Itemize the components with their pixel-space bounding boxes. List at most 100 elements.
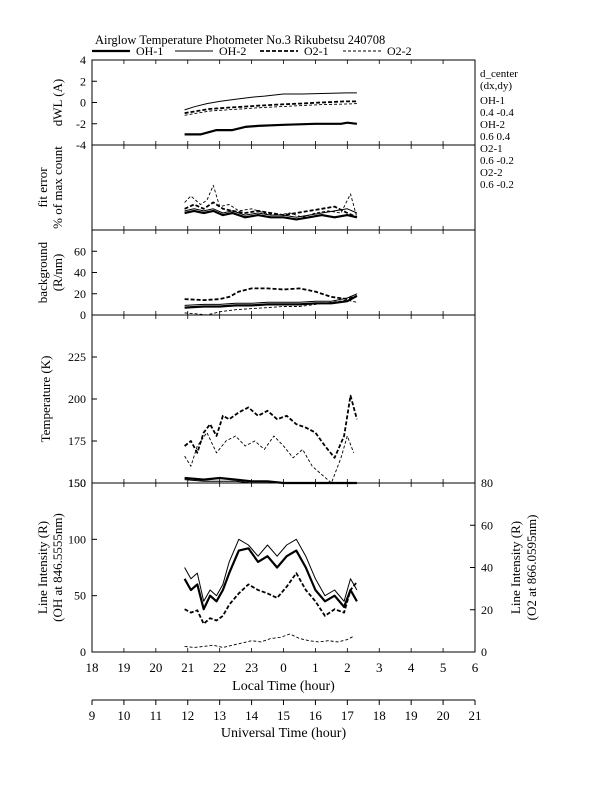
local-time-tick-label: 1 bbox=[312, 660, 319, 675]
series-fit-oh-1 bbox=[184, 209, 358, 221]
universal-time-axis-label: Universal Time (hour) bbox=[221, 726, 347, 741]
ytick-label-bg: 40 bbox=[74, 266, 86, 280]
series-temp-o2-1 bbox=[184, 394, 358, 459]
side-note-value: 0.6 -0.2 bbox=[480, 179, 514, 191]
ylabel2-fit: % of max count bbox=[50, 146, 65, 229]
panel-fit: fit error% of max count bbox=[35, 144, 476, 231]
ytick-label-bg: 60 bbox=[74, 244, 86, 258]
ylabel-int: Line Intensity (R) bbox=[35, 521, 50, 614]
ylabel2-bg: (R/nm) bbox=[50, 254, 65, 292]
ytick-label-int: 100 bbox=[68, 532, 86, 546]
ytick-label-temp: 175 bbox=[68, 434, 86, 448]
side-note-value: 0.6 -0.2 bbox=[480, 155, 514, 167]
right-ytick-label-int: 40 bbox=[481, 561, 493, 575]
ytick-label-temp: 225 bbox=[68, 350, 86, 364]
series-int-oh-2 bbox=[184, 538, 358, 602]
local-time-tick-label: 20 bbox=[149, 660, 162, 675]
side-note-name: OH-2 bbox=[480, 119, 505, 131]
series-dwl-o2-1 bbox=[184, 100, 357, 114]
local-time-tick-label: 23 bbox=[245, 660, 258, 675]
universal-time-tick-label: 9 bbox=[89, 708, 96, 723]
side-note-name: OH-1 bbox=[480, 95, 505, 107]
side-note-subheader: (dx,dy) bbox=[480, 80, 512, 92]
local-time-tick-label: 6 bbox=[472, 660, 479, 675]
series-fit-o2-1 bbox=[184, 201, 358, 219]
universal-time-tick-label: 19 bbox=[405, 708, 418, 723]
ytick-label-dwl: 4 bbox=[80, 53, 86, 67]
chart-title: Airglow Temperature Photometer No.3 Riku… bbox=[95, 33, 385, 47]
universal-time-tick-label: 10 bbox=[117, 708, 130, 723]
ylabel-dwl: dWL (A) bbox=[50, 79, 65, 127]
legend-label-oh-2: OH-2 bbox=[219, 44, 246, 58]
universal-time-tick-label: 17 bbox=[341, 708, 355, 723]
right-ytick-label-int: 60 bbox=[481, 518, 493, 532]
local-time-tick-label: 18 bbox=[86, 660, 99, 675]
local-time-tick-label: 19 bbox=[117, 660, 130, 675]
side-note-value: 0.4 -0.4 bbox=[480, 107, 514, 119]
ytick-label-dwl: 2 bbox=[80, 74, 86, 88]
series-int-o2-1 bbox=[184, 572, 358, 625]
side-note-name: O2-1 bbox=[480, 143, 503, 155]
panel-frame-dwl bbox=[91, 59, 476, 146]
universal-time-tick-label: 14 bbox=[245, 708, 259, 723]
panel-temp: 225 200 175 150 Temperature (K) bbox=[38, 314, 476, 490]
side-note-value: 0.6 0.4 bbox=[480, 131, 511, 143]
legend-label-o2-2: O2-2 bbox=[387, 44, 412, 58]
right-ylabel-int: Line Intensity (R) bbox=[508, 521, 523, 614]
ylabel-temp: Temperature (K) bbox=[38, 356, 53, 443]
panel-dwl: 4 2 0 -2 -4 dWL (A) bbox=[50, 53, 476, 152]
universal-time-tick-label: 12 bbox=[181, 708, 194, 723]
ytick-label-bg: 20 bbox=[74, 287, 86, 301]
right-ytick-label-int: 80 bbox=[481, 476, 493, 490]
universal-time-tick-label: 16 bbox=[309, 708, 323, 723]
universal-time-tick-label: 18 bbox=[373, 708, 386, 723]
ytick-label-int: 50 bbox=[74, 589, 86, 603]
series-temp-o2-2 bbox=[184, 432, 355, 484]
panel-frame-int bbox=[91, 482, 476, 653]
series-int-oh-1 bbox=[183, 547, 358, 611]
right-ytick-label-int: 0 bbox=[481, 645, 487, 659]
legend-label-oh-1: OH-1 bbox=[136, 44, 163, 58]
ytick-label-temp: 150 bbox=[68, 476, 86, 490]
series-bg-oh-1 bbox=[184, 294, 358, 309]
right-ylabel2-int: (O2 at 866.0595nm) bbox=[524, 515, 539, 621]
side-note-name: O2-2 bbox=[480, 167, 503, 179]
universal-time-tick-label: 21 bbox=[469, 708, 482, 723]
universal-time-tick-label: 15 bbox=[277, 708, 290, 723]
series-dwl-oh-1 bbox=[184, 121, 358, 136]
side-note-header: d_center bbox=[480, 68, 518, 80]
local-time-axis-label: Local Time (hour) bbox=[232, 679, 335, 694]
ytick-label-int: 0 bbox=[80, 645, 86, 659]
series-bg-o2-1 bbox=[184, 287, 358, 301]
side-notes: d_center(dx,dy)OH-10.4 -0.4OH-20.6 0.4O2… bbox=[480, 68, 518, 191]
series-dwl-oh-2 bbox=[184, 92, 357, 111]
local-time-tick-label: 4 bbox=[408, 660, 415, 675]
series-dwl-o2-2 bbox=[184, 103, 357, 116]
ylabel-fit: fit error bbox=[35, 167, 50, 208]
series-fit-oh-2 bbox=[184, 208, 358, 218]
local-time-tick-label: 2 bbox=[344, 660, 351, 675]
local-time-tick-label: 21 bbox=[181, 660, 194, 675]
local-time-tick-label: 3 bbox=[376, 660, 383, 675]
local-time-tick-label: 0 bbox=[280, 660, 287, 675]
universal-time-tick-label: 20 bbox=[437, 708, 450, 723]
ytick-label-dwl: 0 bbox=[80, 96, 86, 110]
universal-time-tick-label: 11 bbox=[150, 708, 163, 723]
ytick-label-dwl: -4 bbox=[76, 138, 86, 152]
panel-bg: 60 40 20 0 background (R/nm) bbox=[35, 229, 476, 322]
right-ytick-label-int: 20 bbox=[481, 603, 493, 617]
universal-time-tick-label: 13 bbox=[213, 708, 226, 723]
ytick-label-temp: 200 bbox=[68, 392, 86, 406]
series-bg-oh-2 bbox=[184, 293, 358, 306]
local-time-tick-label: 5 bbox=[440, 660, 447, 675]
series-int-o2-2 bbox=[184, 633, 354, 648]
legend-label-o2-1: O2-1 bbox=[304, 44, 329, 58]
ytick-label-dwl: -2 bbox=[76, 117, 86, 131]
ylabel2-int: (OH at 846.5555nm) bbox=[50, 513, 65, 622]
ytick-label-int: 150 bbox=[68, 476, 86, 490]
ylabel-bg: background bbox=[35, 241, 50, 303]
